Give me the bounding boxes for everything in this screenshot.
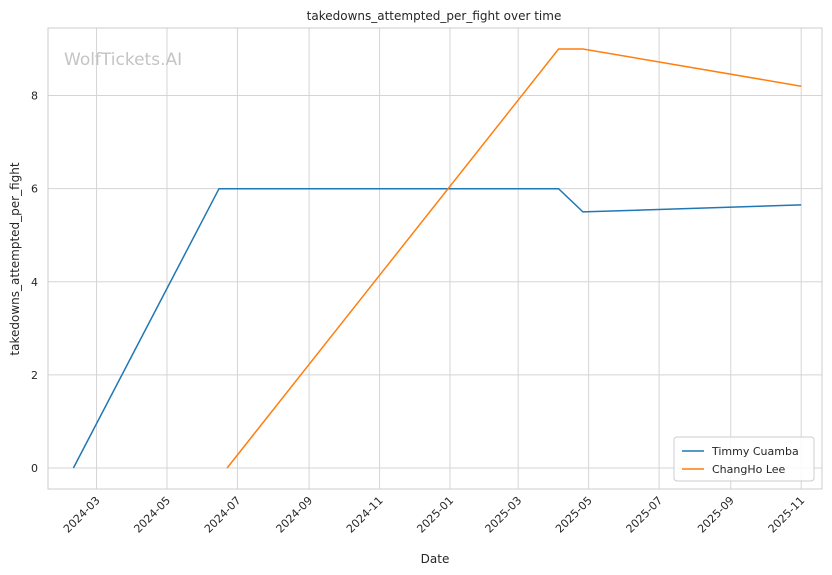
y-tick-label: 4 [31, 276, 38, 289]
series-line-timmy-cuamba [72, 187, 802, 469]
legend: Timmy Cuamba ChangHo Lee [673, 436, 815, 482]
x-tick-label: 2024-11 [344, 494, 386, 536]
x-tick-label: 2025-11 [766, 494, 808, 536]
plot-frame [47, 27, 823, 490]
x-tick-label: 2025-05 [553, 494, 595, 536]
legend-box [673, 436, 815, 482]
y-tick-label: 8 [31, 90, 38, 103]
y-tick-label: 2 [31, 369, 38, 382]
x-tick-label: 2025-01 [414, 494, 456, 536]
x-tick-label: 2024-09 [274, 494, 316, 536]
x-tick-label: 2025-03 [483, 494, 525, 536]
chart-title: takedowns_attempted_per_fight over time [307, 9, 562, 23]
x-axis-ticks: 2024-03 2024-05 2024-07 2024-09 2024-11 2025-… [61, 494, 807, 536]
x-tick-label: 2025-09 [695, 494, 737, 536]
x-tick-label: 2024-03 [61, 494, 103, 536]
legend-label: ChangHo Lee [712, 463, 786, 476]
y-axis-ticks: 0 2 4 6 8 [31, 90, 38, 476]
y-tick-label: 6 [31, 183, 38, 196]
watermark: WolfTickets.AI [64, 50, 182, 70]
legend-label: Timmy Cuamba [711, 445, 799, 458]
y-tick-label: 0 [31, 462, 38, 475]
x-tick-label: 2025-07 [624, 494, 666, 536]
grid [48, 28, 822, 489]
series-line-changho-lee [226, 48, 802, 469]
x-axis-label: Date [421, 552, 450, 566]
x-tick-label: 2024-05 [131, 494, 173, 536]
series-lines [72, 48, 802, 469]
x-tick-label: 2024-07 [202, 494, 244, 536]
plot-border [47, 27, 823, 490]
y-axis-label: takedowns_attempted_per_fight [8, 162, 22, 355]
